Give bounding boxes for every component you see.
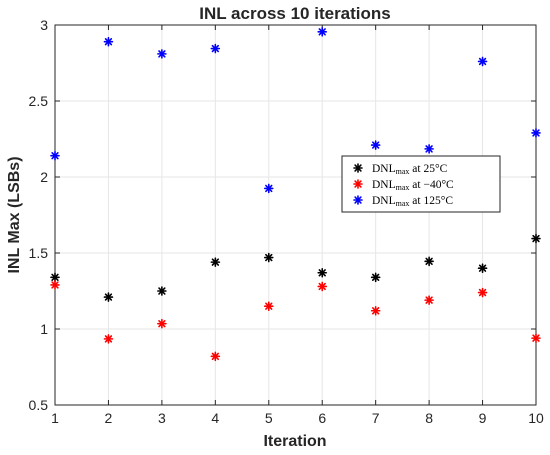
data-markers — [50, 27, 541, 362]
data-point-series-1 — [157, 286, 167, 296]
data-point-series-3 — [210, 43, 221, 54]
data-point-series-2 — [50, 280, 60, 290]
data-point-series-3 — [531, 128, 541, 138]
legend-label-3: DNLmax at 125°C — [372, 195, 453, 208]
data-point-series-1 — [50, 272, 60, 283]
data-point-series-2 — [424, 295, 434, 305]
y-tick-label: 2 — [40, 169, 48, 185]
data-point-series-3 — [50, 150, 60, 161]
x-tick-label: 10 — [528, 410, 544, 426]
data-point-series-3 — [477, 56, 488, 67]
data-point-series-2 — [210, 351, 221, 362]
data-point-series-1 — [317, 267, 328, 278]
data-point-series-2 — [531, 333, 541, 343]
legend-label-2: DNLmax at −40°C — [372, 179, 454, 192]
data-point-series-2 — [263, 301, 274, 312]
x-tick-label: 6 — [318, 410, 326, 426]
legend-marker-2 — [353, 179, 363, 189]
x-tick-label: 8 — [425, 410, 433, 426]
y-tick-label: 1 — [40, 321, 48, 337]
data-point-series-2 — [157, 318, 167, 329]
grid-lines — [54, 24, 537, 406]
x-tick-label: 2 — [105, 410, 113, 426]
x-tick-label: 7 — [372, 410, 380, 426]
data-point-series-2 — [317, 281, 328, 292]
y-tick-label: 0.5 — [29, 397, 49, 413]
x-axis-label: Iteration — [263, 433, 326, 450]
legend-box — [341, 155, 501, 213]
x-tick-label: 1 — [51, 410, 59, 426]
data-point-series-1 — [263, 252, 274, 263]
plot-frame — [54, 24, 537, 406]
legend: DNLmax at 25°C DNLmax at −40°C DNLmax at 1… — [341, 155, 501, 213]
data-point-series-3 — [263, 183, 274, 194]
data-point-series-1 — [424, 256, 434, 267]
y-tick-label: 2.5 — [29, 93, 49, 109]
data-point-series-2 — [370, 305, 381, 316]
data-point-series-3 — [370, 140, 381, 150]
x-tick-label: 4 — [211, 410, 219, 426]
data-point-series-3 — [103, 36, 114, 47]
data-point-series-2 — [477, 287, 488, 298]
data-point-series-1 — [103, 292, 114, 302]
data-point-series-1 — [370, 272, 381, 283]
legend-marker-1 — [353, 163, 363, 173]
data-point-series-1 — [531, 233, 541, 244]
data-point-series-2 — [103, 334, 114, 344]
data-point-series-3 — [317, 27, 328, 37]
chart-title: INL across 10 iterations — [199, 4, 391, 23]
legend-label-1: DNLmax at 25°C — [372, 163, 448, 176]
data-point-series-3 — [157, 49, 167, 59]
axis-ticks: 1 2 3 4 5 6 7 8 9 100.511.522.53 — [29, 17, 544, 426]
x-tick-label: 5 — [265, 410, 273, 426]
data-point-series-1 — [477, 263, 488, 274]
legend-marker-3 — [353, 195, 363, 205]
x-tick-label: 9 — [479, 410, 487, 426]
y-tick-label: 3 — [40, 17, 48, 33]
data-point-series-1 — [210, 257, 221, 267]
y-tick-label: 1.5 — [29, 245, 49, 261]
data-point-series-3 — [424, 144, 434, 154]
y-axis-label: INL Max (LSBs) — [6, 156, 23, 273]
x-tick-label: 3 — [158, 410, 166, 426]
